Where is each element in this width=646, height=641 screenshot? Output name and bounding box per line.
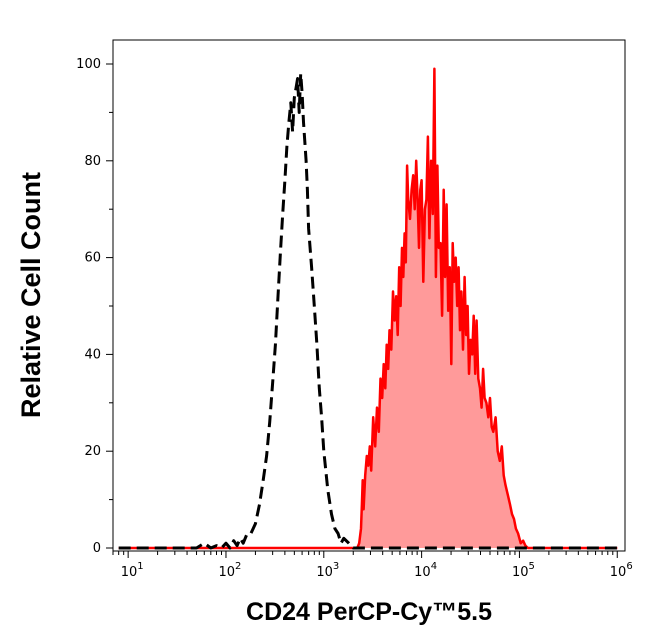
x-tick-base: 10 xyxy=(219,565,236,580)
x-tick-base: 10 xyxy=(512,565,529,580)
y-tick-label: 0 xyxy=(93,541,101,556)
y-tick-label: 60 xyxy=(84,251,101,266)
x-tick-exponent: 4 xyxy=(431,561,437,572)
x-tick-base: 10 xyxy=(316,565,333,580)
x-tick-label: 104 xyxy=(414,561,437,580)
y-tick-label: 100 xyxy=(76,57,101,72)
x-tick-label: 101 xyxy=(121,561,144,580)
x-tick-base: 10 xyxy=(610,565,627,580)
y-tick-label: 20 xyxy=(84,444,101,459)
x-tick-exponent: 2 xyxy=(235,561,241,572)
series-1-fill xyxy=(118,68,618,549)
x-tick-label: 103 xyxy=(316,561,339,580)
x-tick-base: 10 xyxy=(414,565,431,580)
x-tick-base: 10 xyxy=(121,565,138,580)
x-tick-label: 106 xyxy=(610,561,633,580)
series-0-line xyxy=(118,72,618,550)
y-tick-label: 40 xyxy=(84,347,101,362)
x-tick-exponent: 5 xyxy=(529,561,535,572)
x-tick-label: 105 xyxy=(512,561,535,580)
series-layer xyxy=(118,67,618,550)
x-tick-label: 102 xyxy=(219,561,242,580)
x-tick-exponent: 6 xyxy=(626,561,632,572)
x-axis-title: CD24 PerCP-Cy™5.5 xyxy=(246,598,492,626)
series-1-line xyxy=(118,67,618,550)
x-tick-exponent: 3 xyxy=(333,561,339,572)
x-tick-exponent: 1 xyxy=(137,561,143,572)
y-tick-label: 80 xyxy=(84,154,101,169)
y-axis-title: Relative Cell Count xyxy=(16,172,46,418)
plot-frame xyxy=(112,39,626,552)
